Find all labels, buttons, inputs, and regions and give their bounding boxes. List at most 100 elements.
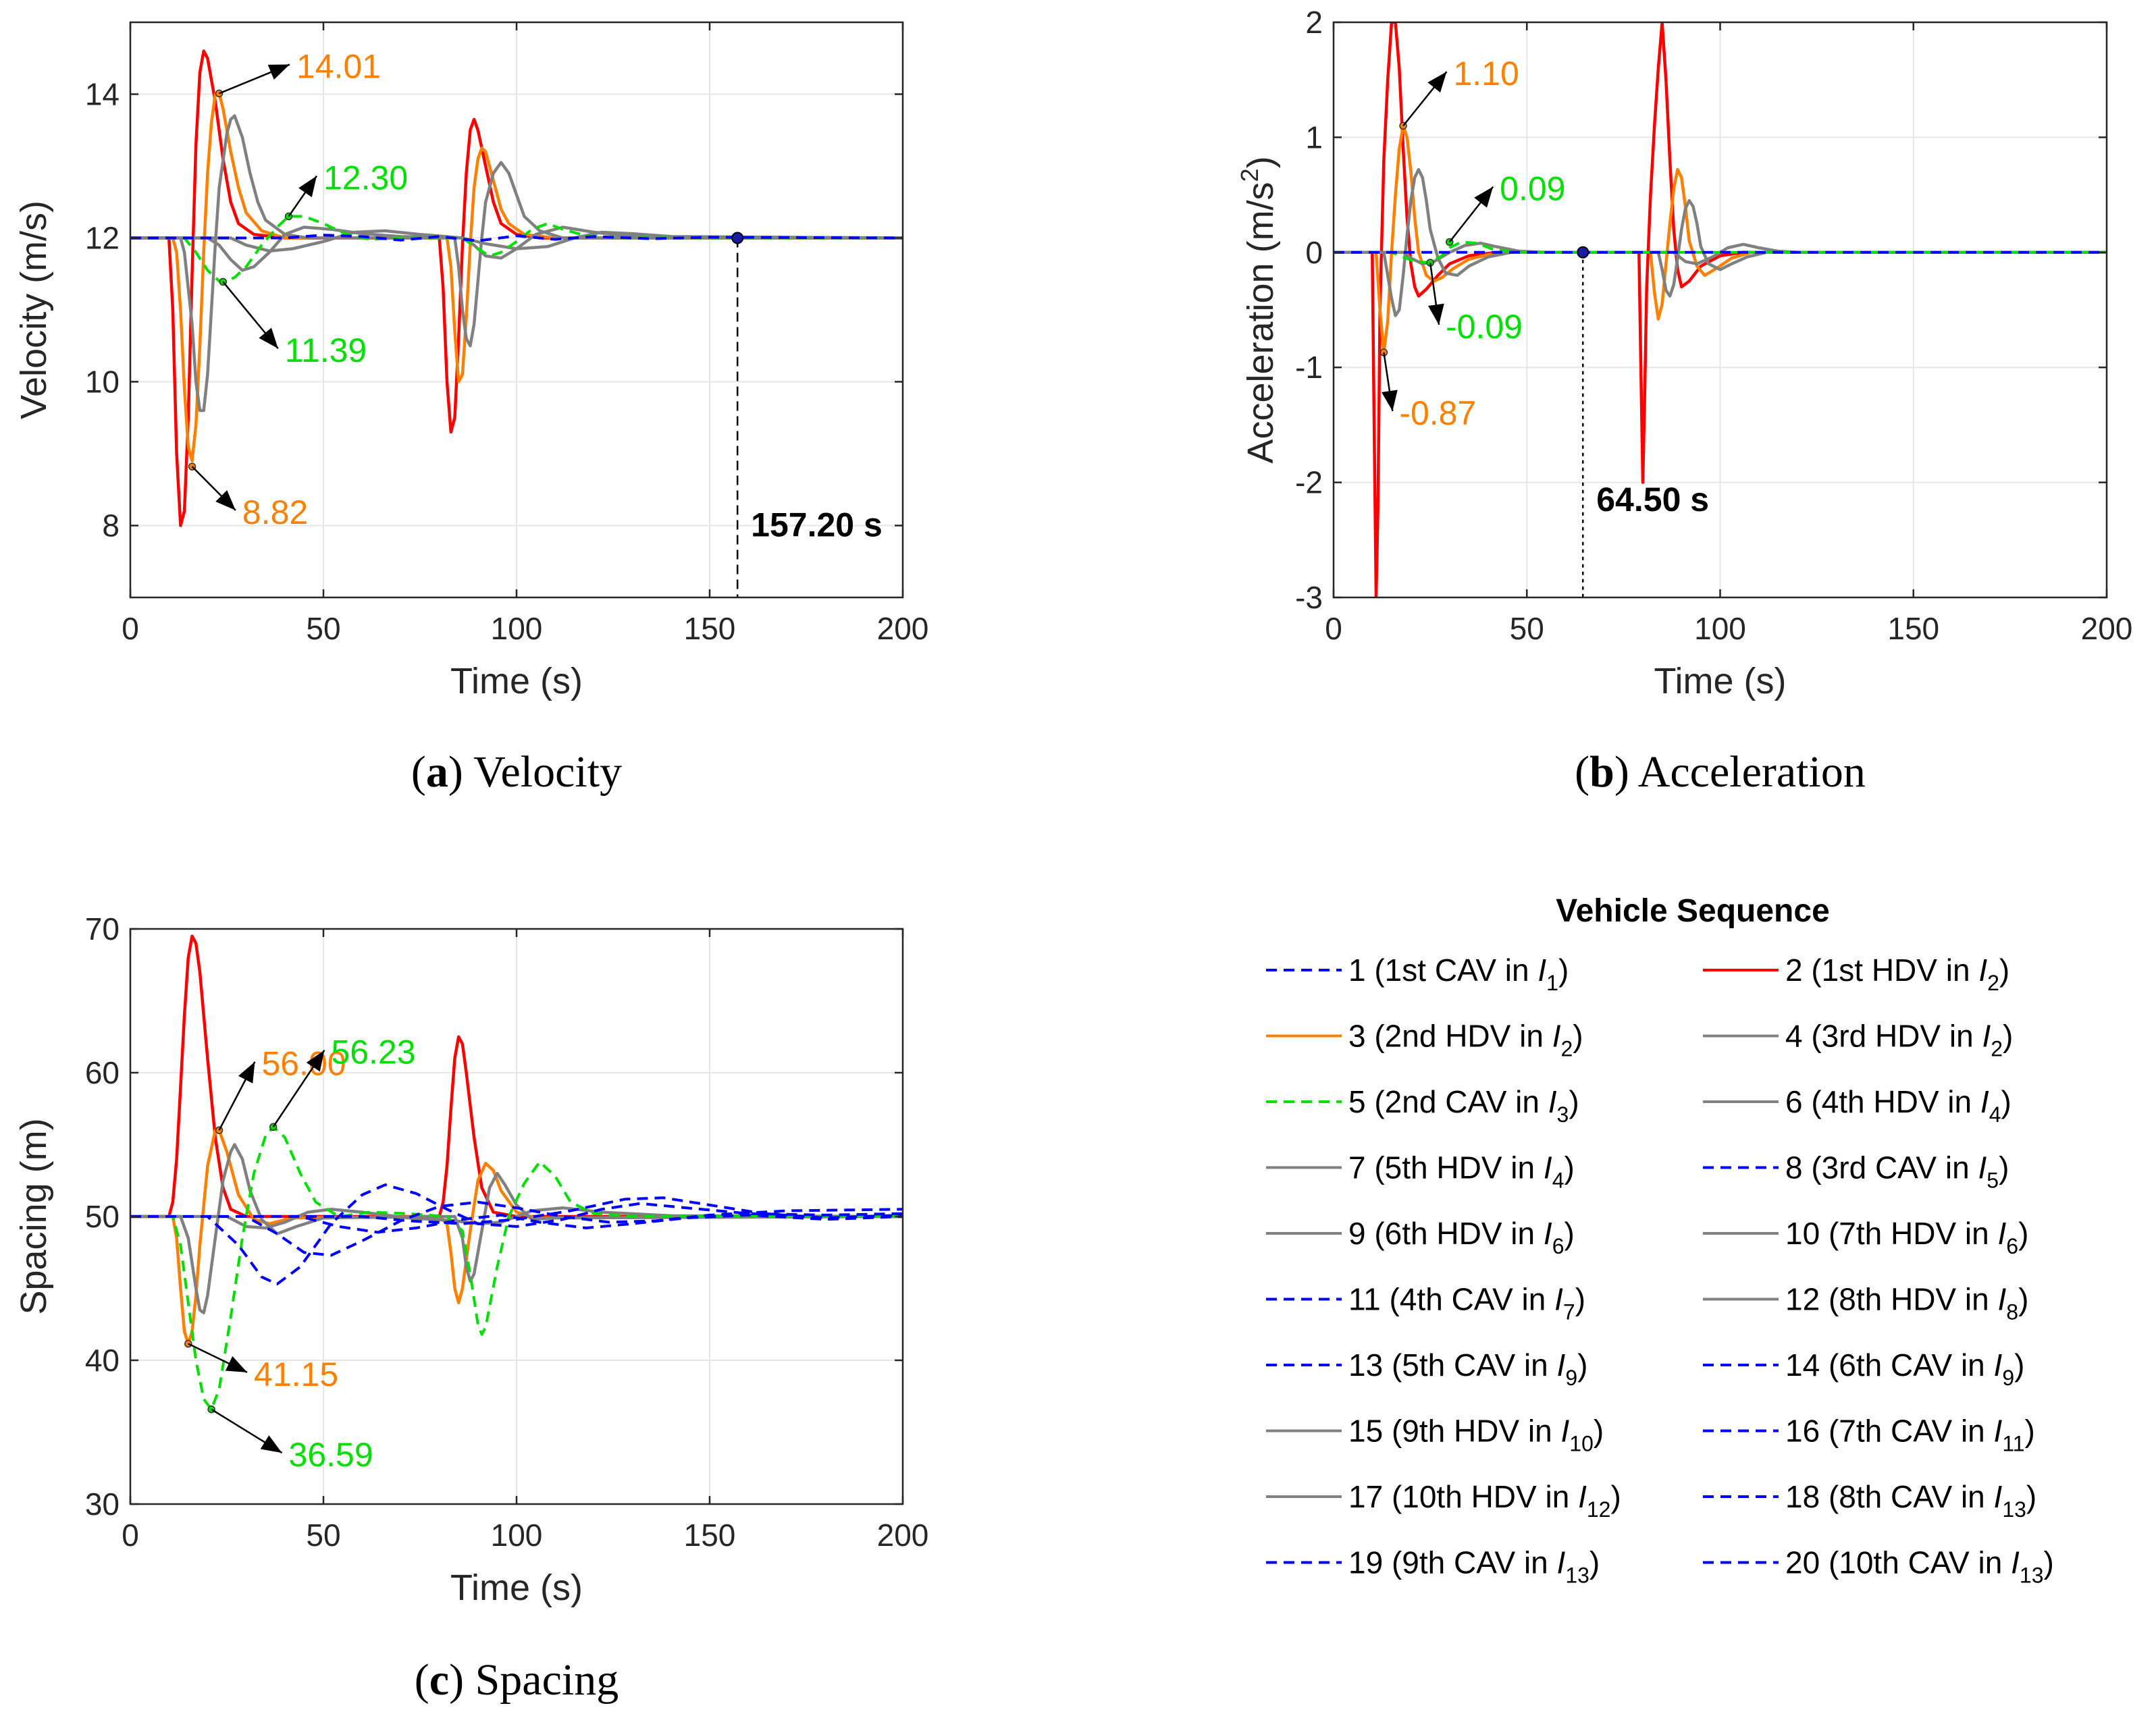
legend-entry-italic: I (1997, 1282, 2006, 1317)
y-axis-label-text: Velocity (m/s) (14, 200, 54, 419)
series-group (130, 934, 903, 1411)
y-tick-label: 60 (85, 1055, 120, 1090)
legend-entry-text: 1 (1st CAV in (1348, 953, 1537, 988)
y-tick-label: 70 (85, 911, 120, 946)
series-line-5 (130, 1183, 903, 1286)
x-tick-label: 200 (877, 1518, 929, 1553)
legend-entry-sub: 2 (1991, 1037, 2003, 1061)
chart-velocity: 157.20 s 14.01 12.30 11.39 8.82 0 50 100 150 200 8… (14, 21, 928, 797)
legend-entry-close: ) (1573, 1019, 1583, 1054)
legend-entry-close: ) (2018, 1216, 2028, 1251)
annotation-arrowhead (306, 1050, 325, 1072)
legend-entry-italic: I (1578, 1479, 1587, 1514)
annotation-arrowhead (298, 176, 317, 198)
y-axis-label: Velocity (m/s) (14, 200, 54, 419)
caption-paren-close: ) (449, 1655, 464, 1705)
x-tick-label: 150 (1887, 611, 1939, 646)
legend-entry-text: 18 (8th CAV in (1785, 1479, 1994, 1514)
caption-letter: a (426, 747, 448, 797)
legend-entry-close: ) (2014, 1347, 2024, 1383)
caption-text: Acceleration (1629, 747, 1866, 797)
x-tick-label: 100 (491, 611, 543, 646)
legend-entry: 16 (7th CAV in I11) (1785, 1414, 2035, 1456)
y-axis-label: Acceleration (m/s2) (1236, 156, 1281, 463)
annotation-label: 8.82 (242, 493, 308, 531)
legend-entry: 2 (1st HDV in I2) (1785, 953, 2009, 995)
legend-entry-close: ) (1610, 1479, 1621, 1514)
annotation-arrowhead (1382, 390, 1398, 411)
y-tick-label: 40 (85, 1343, 120, 1378)
annotation-arrowhead (260, 1435, 282, 1453)
legend-entry: 6 (4th HDV in I4) (1785, 1084, 2012, 1127)
y-tick-label: -3 (1295, 580, 1323, 615)
caption-paren-open: ( (1575, 747, 1589, 797)
legend-entry-close: ) (1577, 1347, 1587, 1383)
legend-entry-italic: I (1560, 1414, 1569, 1449)
legend-entry-text: 17 (10th HDV in (1348, 1479, 1578, 1514)
chart-acceleration: 64.50 s 1.10 0.09 -0.09 -0.87 0 50 100 150 200 -3 -… (1236, 5, 2132, 797)
legend-entry-italic: I (1997, 1216, 2006, 1251)
annotation-arrowhead (267, 64, 290, 80)
legend-entry: 15 (9th HDV in I10) (1348, 1414, 1604, 1456)
legend-entry-italic: I (1548, 1084, 1557, 1119)
legend-entry-text: 6 (4th HDV in (1785, 1084, 1980, 1119)
legend-entry-italic: I (1982, 1019, 1991, 1054)
caption-letter: c (429, 1655, 449, 1705)
annotation-arrowhead (225, 1356, 248, 1372)
legend-entry-italic: I (2011, 1545, 2020, 1580)
legend-entry-italic: I (1994, 1347, 2003, 1383)
legend-entry-text: 11 (4th CAV in (1348, 1282, 1554, 1317)
series-group (1334, 22, 2107, 597)
y-axis-label-sup: 2 (1236, 168, 1263, 182)
legend-entry-sub: 2 (1560, 1037, 1573, 1061)
annotation-label: -0.87 (1399, 394, 1476, 432)
legend-entry-close: ) (2043, 1545, 2053, 1580)
caption-paren-close: ) (1614, 747, 1629, 797)
series-line-0 (130, 934, 903, 1219)
legend-entry: 18 (8th CAV in I13) (1785, 1479, 2036, 1522)
annotation-label: 1.10 (1453, 55, 1519, 92)
legend-entry-text: 9 (6th HDV in (1348, 1216, 1544, 1251)
y-axis-label: Spacing (m) (14, 1118, 54, 1314)
legend-entry-text: 4 (3rd HDV in (1785, 1019, 1982, 1054)
legend-entry-text: 13 (5th CAV in (1348, 1347, 1557, 1383)
x-tick-label: 50 (1510, 611, 1544, 646)
x-tick-label: 200 (2081, 611, 2133, 646)
annotation-label: 36.59 (289, 1436, 373, 1474)
legend-entry-sub: 6 (1552, 1234, 1565, 1258)
annotation-label: 56.23 (331, 1034, 415, 1071)
legend-entry-italic: I (1978, 1150, 1987, 1185)
settle-point (731, 232, 744, 244)
y-tick-label: 0 (1305, 235, 1323, 270)
legend-entry-text: 2 (1st HDV in (1785, 953, 1978, 988)
settle-time-label: 157.20 s (751, 506, 883, 543)
legend-entry: 4 (3rd HDV in I2) (1785, 1019, 2013, 1061)
y-axis-label-end: ) (1240, 156, 1281, 168)
legend-entry-close: ) (2018, 1282, 2028, 1317)
caption-paren-open: ( (411, 747, 426, 797)
legend-entry-text: 10 (7th HDV in (1785, 1216, 1997, 1251)
annotation-arrowhead (1427, 303, 1444, 325)
caption-paren-close: ) (448, 747, 463, 797)
y-axis-label-text: Spacing (m) (14, 1118, 54, 1314)
legend-entry-italic: I (1978, 953, 1987, 988)
legend-entry-sub: 7 (1563, 1300, 1575, 1325)
legend-entry-sub: 11 (2002, 1432, 2024, 1456)
annotation-arrowhead (1474, 186, 1494, 208)
series-group (130, 49, 903, 527)
legend-entry-italic: I (1994, 1414, 2003, 1449)
legend-entry-close: ) (1564, 1216, 1574, 1251)
legend-entry-sub: 6 (2006, 1234, 2018, 1258)
y-tick-label: -1 (1295, 350, 1323, 385)
legend-entry-text: 5 (2nd CAV in (1348, 1084, 1548, 1119)
y-tick-label: 2 (1305, 5, 1323, 40)
annotation-label: 41.15 (254, 1356, 338, 1393)
legend-entry-sub: 9 (1565, 1366, 1577, 1390)
x-tick-label: 0 (122, 1518, 139, 1553)
annotation-label: 56.00 (261, 1045, 346, 1083)
annotation-arrowhead (238, 1061, 255, 1084)
legend-title: Vehicle Sequence (1556, 893, 1830, 929)
